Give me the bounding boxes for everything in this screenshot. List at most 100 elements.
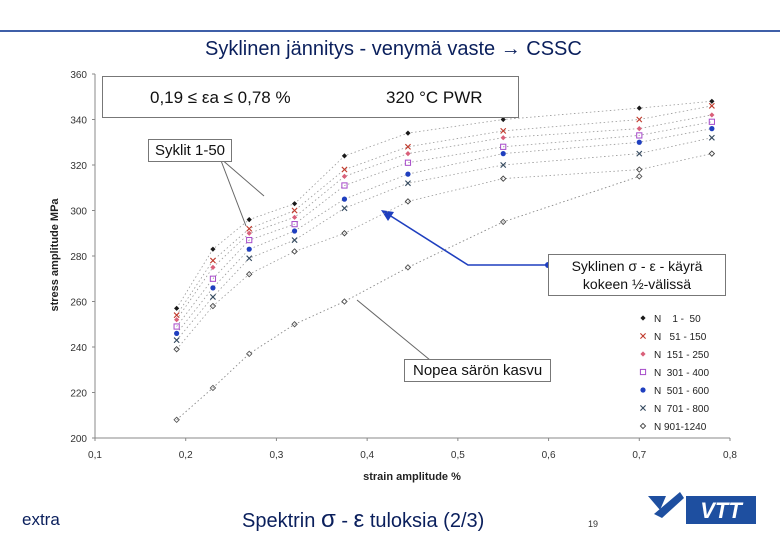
data-point-square [500,143,507,150]
data-point-circle [405,171,411,177]
y-tick-label: 300 [70,207,87,218]
data-point-circle [210,285,216,291]
data-point-x [640,405,646,411]
data-point-diamond-open [291,321,298,328]
sigma-symbol: σ [320,506,336,533]
data-point-x [209,257,216,264]
callout-line-cycles-1 [219,157,265,197]
data-point-square [246,236,253,244]
title-text: Syklinen jännitys - venymä vaste [205,38,496,60]
data-point-diamond [709,98,715,104]
data-point-diamond [341,153,348,159]
footer-suffix: tuloksia (2/3) [369,510,485,532]
data-point-x [341,205,348,212]
legend-entry-label: N 51 - 150 [654,332,707,343]
footer-dash: - [341,510,348,532]
x-axis-label: strain amplitude % [363,471,461,483]
data-point-x [209,293,216,300]
data-point-x [291,207,298,214]
data-point-diamond-open [291,248,298,255]
x-tick-label: 0,4 [360,450,374,461]
legend-entry-label: N 501 - 600 [654,386,709,397]
strain-range-label: 0,19 ≤ εa ≤ 0,78 % [150,88,291,107]
data-point-square [209,275,217,282]
x-tick-label: 0,6 [542,450,556,461]
arrow-head-icon [381,210,394,221]
callout-cycles: Syklit 1-50 [148,139,233,162]
data-point-square [636,132,643,139]
y-axis-ticks: 200 220 240 260 280 300 320 340 360 [70,70,95,445]
data-point-diamond [709,112,715,118]
title-suffix: CSSC [526,38,582,60]
x-tick-label: 0,8 [723,450,737,461]
data-point-diamond [341,173,348,179]
data-point-diamond-open [499,218,507,226]
y-tick-label: 260 [70,298,87,309]
data-point-diamond [210,246,216,252]
data-point-square [173,323,180,330]
data-point-diamond [500,116,506,123]
data-point-diamond-open [499,175,507,182]
legend-entry-label: N 701 - 800 [654,404,709,415]
data-point-diamond [246,217,252,223]
data-point-diamond-open [341,230,348,237]
top-divider [0,30,780,32]
footer-title: Spektrin σ - ε tuloksia (2/3) [242,506,484,534]
series-curve [176,153,712,350]
data-point-x [708,134,715,141]
data-point-circle [636,139,642,145]
data-point-x [246,255,253,262]
logo-text: VTT [700,498,743,523]
conditions-box [102,76,519,118]
data-point-x [173,337,180,344]
series-curve [176,128,712,334]
data-point-circle [709,126,715,132]
data-point-diamond-open [636,166,643,173]
data-point-x [246,225,253,232]
x-tick-label: 0,7 [632,450,646,461]
data-point-diamond-open [404,264,412,271]
y-tick-label: 220 [70,389,87,400]
callout-line-crack [356,299,431,361]
data-point-diamond [174,317,180,323]
legend-background [624,308,728,436]
data-point-diamond [291,214,298,220]
data-point-x [404,143,411,150]
callout-cyclic-curve: Syklinen σ - ε - käyrä kokeen ½-välissä [548,254,726,296]
y-axis-label: stress amplitude MPa [49,198,61,312]
x-tick-label: 0,1 [88,450,102,461]
x-tick-label: 0,3 [269,450,283,461]
y-tick-label: 320 [70,161,87,172]
data-point-diamond-open [209,384,217,392]
environment-label: 320 °C PWR [386,88,483,107]
series-curve [176,114,712,320]
logo-plate [686,496,756,524]
logo-mark-swoosh [654,492,684,518]
x-axis-ticks: 0,1 0,2 0,3 0,4 0,5 0,6 0,7 0,8 [88,438,737,461]
x-tick-label: 0,2 [179,450,193,461]
data-point-diamond [500,135,506,141]
data-point-diamond [405,151,411,157]
data-point-x [636,116,643,123]
data-point-x [341,166,348,173]
data-point-circle [291,228,298,234]
data-point-diamond [174,305,180,311]
minimum-curve [176,175,640,421]
data-point-diamond-open [636,173,643,180]
series-curve [176,121,712,327]
data-points [173,98,716,424]
data-point-square [404,159,412,166]
vtt-logo: VTT [648,492,756,524]
y-tick-label: 340 [70,116,87,127]
callout-line-cycles-2 [219,157,247,227]
y-tick-label: 280 [70,252,87,263]
x-tick-label: 0,5 [451,450,465,461]
y-tick-label: 360 [70,70,87,81]
data-point-diamond [291,201,298,207]
legend: N 1 - 50 N 51 - 150 N 151 - 250 N 301 - 400… [624,308,728,436]
arrow-right-icon: → [500,38,521,60]
data-point-x [500,127,507,134]
callout-curve-line1: Syklinen σ - ε - käyrä [571,258,703,274]
legend-entry-label: N 301 - 400 [654,368,709,379]
